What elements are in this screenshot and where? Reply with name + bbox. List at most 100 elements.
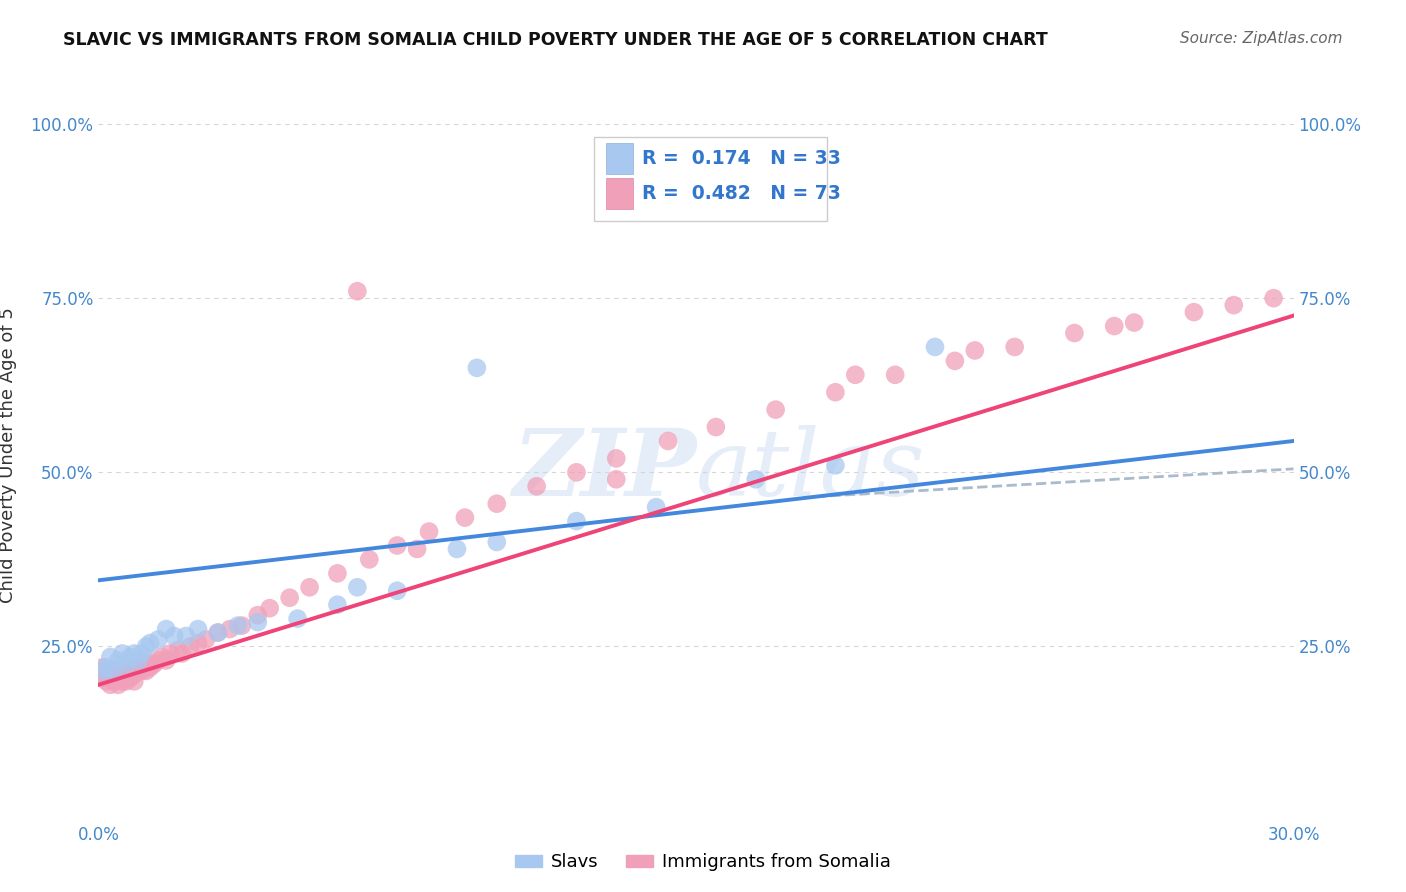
Point xyxy=(167,643,190,657)
Point xyxy=(115,664,138,678)
Point xyxy=(765,402,787,417)
Point xyxy=(1104,319,1126,334)
Point xyxy=(103,664,125,678)
Text: Source: ZipAtlas.com: Source: ZipAtlas.com xyxy=(1180,31,1343,46)
Text: SLAVIC VS IMMIGRANTS FROM SOMALIA CHILD POVERTY UNDER THE AGE OF 5 CORRELATION C: SLAVIC VS IMMIGRANTS FROM SOMALIA CHILD … xyxy=(63,31,1047,49)
Point xyxy=(346,284,368,298)
Point xyxy=(278,591,301,605)
Point xyxy=(231,618,253,632)
Point xyxy=(924,340,946,354)
Point xyxy=(844,368,866,382)
Point xyxy=(179,640,201,654)
Point xyxy=(485,497,508,511)
Point xyxy=(187,636,209,650)
Point xyxy=(187,622,209,636)
Point xyxy=(657,434,679,448)
Point xyxy=(359,552,381,566)
Point xyxy=(111,647,134,661)
Point xyxy=(111,664,134,678)
Point xyxy=(326,598,349,612)
Point xyxy=(124,674,146,689)
Point xyxy=(127,664,149,678)
Point xyxy=(163,629,186,643)
Point xyxy=(605,472,627,486)
Point xyxy=(174,629,197,643)
Point xyxy=(139,660,162,674)
Point xyxy=(246,615,269,629)
Point xyxy=(107,671,129,685)
Point xyxy=(139,657,162,671)
Point xyxy=(485,535,508,549)
FancyBboxPatch shape xyxy=(606,144,633,174)
Point xyxy=(226,618,249,632)
Point xyxy=(96,660,118,674)
Legend: Slavs, Immigrants from Somalia: Slavs, Immigrants from Somalia xyxy=(508,847,898,879)
Point xyxy=(155,622,177,636)
Point xyxy=(135,657,157,671)
Point xyxy=(148,632,170,647)
FancyBboxPatch shape xyxy=(595,136,827,221)
FancyBboxPatch shape xyxy=(606,178,633,209)
Point xyxy=(1223,298,1246,312)
Point xyxy=(605,451,627,466)
Point xyxy=(124,667,146,681)
Point xyxy=(120,649,142,664)
Point xyxy=(1263,291,1285,305)
Point xyxy=(98,678,122,692)
Point xyxy=(120,671,142,685)
Point xyxy=(824,458,846,473)
Point xyxy=(91,671,114,685)
Point xyxy=(103,664,125,678)
Point xyxy=(963,343,986,358)
Point xyxy=(1123,316,1146,330)
Point xyxy=(98,649,122,664)
Point xyxy=(526,479,548,493)
Point xyxy=(143,657,166,671)
Point xyxy=(246,608,269,623)
Point xyxy=(115,674,138,689)
Point xyxy=(150,649,173,664)
Point xyxy=(943,354,966,368)
Point xyxy=(219,622,242,636)
Point xyxy=(124,647,146,661)
Point xyxy=(135,640,157,654)
Point xyxy=(159,647,181,661)
Point xyxy=(107,653,129,667)
Point xyxy=(259,601,281,615)
Point xyxy=(131,647,153,661)
Point xyxy=(127,653,149,667)
Point xyxy=(131,660,153,674)
Point xyxy=(346,580,368,594)
Point xyxy=(98,664,122,678)
Point xyxy=(131,664,153,678)
Text: R =  0.482   N = 73: R = 0.482 N = 73 xyxy=(643,185,841,203)
Point xyxy=(91,660,114,674)
Point xyxy=(127,660,149,674)
Point xyxy=(172,647,194,661)
Point xyxy=(107,678,129,692)
Point xyxy=(1063,326,1085,340)
Point xyxy=(884,368,907,382)
Point xyxy=(326,566,349,581)
Point xyxy=(1182,305,1205,319)
Point xyxy=(91,664,114,678)
Point xyxy=(96,667,118,681)
Point xyxy=(207,625,229,640)
Point xyxy=(207,625,229,640)
Point xyxy=(96,674,118,689)
Point xyxy=(120,664,142,678)
Point xyxy=(745,472,768,486)
Point xyxy=(446,541,468,556)
Text: R =  0.174   N = 33: R = 0.174 N = 33 xyxy=(643,149,841,169)
Point xyxy=(115,657,138,671)
Point xyxy=(155,653,177,667)
Point xyxy=(103,674,125,689)
Text: atlas: atlas xyxy=(696,425,925,515)
Point xyxy=(385,539,409,553)
Point xyxy=(287,612,309,626)
Point xyxy=(1004,340,1026,354)
Point xyxy=(565,514,588,528)
Point xyxy=(406,541,429,556)
Point xyxy=(195,632,218,647)
Point xyxy=(148,653,170,667)
